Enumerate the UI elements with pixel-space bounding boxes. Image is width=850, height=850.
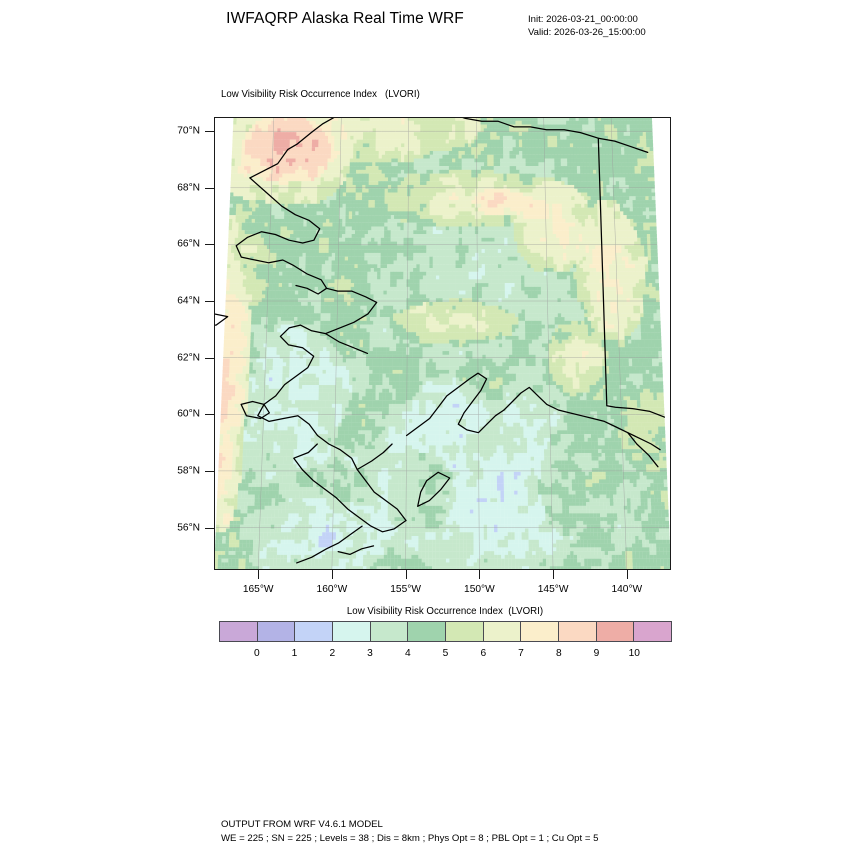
footer-text: OUTPUT FROM WRF V4.6.1 MODEL WE = 225 ; S… bbox=[221, 818, 598, 845]
lat-tick bbox=[205, 357, 214, 359]
map-plot bbox=[214, 117, 671, 570]
lon-tick bbox=[331, 570, 333, 579]
coastline-aleutian-chain-east bbox=[296, 525, 363, 564]
colorbar-label-8: 8 bbox=[555, 648, 562, 659]
lat-label: 60°N bbox=[177, 408, 200, 420]
colorbar-segment-5 bbox=[407, 622, 446, 641]
colorbar-title: Low Visibility Risk Occurrence Index (LV… bbox=[346, 606, 544, 617]
colorbar-segment-1 bbox=[256, 622, 295, 641]
coastline-north-slope-arctic-coast bbox=[249, 117, 649, 179]
lon-label: 150°W bbox=[464, 584, 495, 595]
colorbar-segment-0 bbox=[220, 622, 257, 641]
lon-label: 155°W bbox=[390, 584, 421, 595]
colorbar-segment-11 bbox=[633, 622, 672, 641]
colorbar-segment-6 bbox=[445, 622, 483, 641]
colorbar-segments bbox=[219, 621, 672, 642]
colorbar-label-1: 1 bbox=[291, 648, 298, 659]
colorbar-segment-4 bbox=[369, 622, 408, 641]
colorbar-label-5: 5 bbox=[442, 648, 449, 659]
lon-tick bbox=[626, 570, 628, 579]
init-time-label: Init: 2026-03-21_00:00:00 bbox=[528, 14, 638, 25]
graticule-lines bbox=[215, 117, 670, 570]
lon-label: 165°W bbox=[242, 584, 274, 595]
colorbar-label-7: 7 bbox=[518, 648, 524, 659]
coastline-norton-sound-yukon-delta bbox=[257, 287, 407, 522]
colorbar-label-2: 2 bbox=[329, 648, 336, 659]
coastline-prince-william-sound bbox=[503, 386, 661, 451]
colorbar-segment-8 bbox=[520, 622, 559, 641]
page-title: IWFAQRP Alaska Real Time WRF bbox=[226, 10, 464, 27]
valid-time-label: Valid: 2026-03-26_15:00:00 bbox=[528, 27, 646, 38]
colorbar-label-9: 9 bbox=[593, 648, 600, 659]
coastline-kodiak-island bbox=[417, 471, 451, 507]
coastline-st-lawrence-island bbox=[214, 313, 229, 326]
coastline-cook-inlet-kenai bbox=[405, 372, 505, 437]
colorbar-segment-3 bbox=[332, 622, 370, 641]
lat-tick bbox=[205, 244, 214, 246]
coastline-yakutat-southeast-coast bbox=[627, 432, 659, 468]
footer-line-1: OUTPUT FROM WRF V4.6.1 MODEL bbox=[221, 819, 383, 830]
lat-tick bbox=[205, 187, 214, 189]
lat-tick bbox=[205, 301, 214, 302]
lvori-field-map bbox=[214, 117, 671, 570]
lat-label: 64°N bbox=[177, 295, 200, 307]
lat-label: 56°N bbox=[177, 522, 200, 533]
colorbar-label-4: 4 bbox=[404, 648, 411, 659]
lvori-raster-layer bbox=[214, 117, 671, 570]
lon-label: 160°W bbox=[316, 584, 348, 595]
lat-tick bbox=[205, 470, 214, 472]
colorbar-label-10: 10 bbox=[628, 648, 640, 659]
lat-tick bbox=[205, 414, 214, 416]
lat-label: 70°N bbox=[177, 125, 200, 137]
lat-label: 58°N bbox=[177, 465, 200, 477]
lat-label: 66°N bbox=[177, 238, 200, 250]
colorbar-label-6: 6 bbox=[480, 648, 487, 659]
coastline-bristol-bay-inner bbox=[356, 443, 393, 471]
lon-tick bbox=[405, 570, 407, 579]
coastline-shumagin-islands bbox=[337, 545, 375, 556]
lat-tick bbox=[205, 527, 214, 529]
lon-tick bbox=[258, 570, 260, 579]
coastline-yukon-river-interior bbox=[324, 332, 369, 355]
lat-label: 62°N bbox=[177, 352, 200, 364]
coastline-seward-peninsula-kotzebue bbox=[235, 177, 328, 295]
lat-tick bbox=[205, 131, 214, 133]
coastline-alaska-peninsula-south bbox=[293, 443, 407, 533]
colorbar-segment-7 bbox=[482, 622, 521, 641]
coastline-nunivak-island bbox=[240, 400, 271, 420]
colorbar-segment-9 bbox=[558, 622, 596, 641]
colorbar-label-0: 0 bbox=[253, 648, 260, 659]
lon-label: 140°W bbox=[611, 584, 643, 595]
coastline-alaska-canada-border bbox=[597, 137, 666, 418]
coastline-layer bbox=[214, 117, 666, 564]
colorbar[interactable] bbox=[219, 621, 672, 642]
plot-subtitle: Low Visibility Risk Occurrence Index (LV… bbox=[221, 89, 420, 100]
colorbar-label-3: 3 bbox=[367, 648, 373, 659]
colorbar-segment-2 bbox=[294, 622, 333, 641]
lon-label: 145°W bbox=[537, 584, 569, 595]
lon-tick bbox=[553, 570, 555, 579]
footer-line-2: WE = 225 ; SN = 225 ; Levels = 38 ; Dis … bbox=[221, 832, 599, 844]
lat-label: 68°N bbox=[177, 182, 200, 194]
colorbar-segment-10 bbox=[595, 622, 634, 641]
lon-tick bbox=[479, 570, 481, 579]
